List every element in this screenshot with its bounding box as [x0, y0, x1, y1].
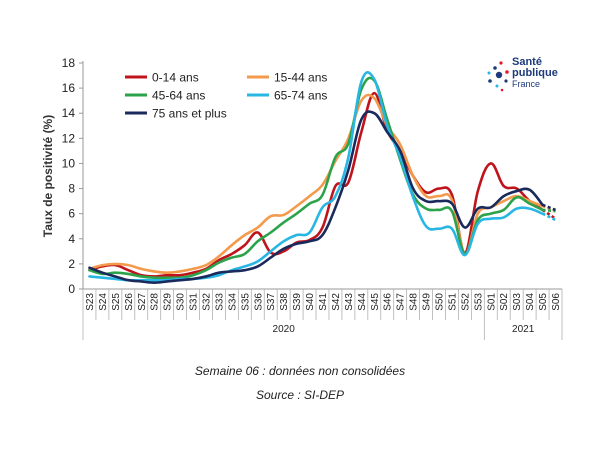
logo-dots-icon — [487, 61, 509, 92]
y-axis-title: Taux de positivité (%) — [41, 115, 55, 237]
series-line-15-44-ans — [88, 93, 544, 274]
legend-label-45-64-ans: 45-64 ans — [152, 89, 205, 103]
x-tick-label: S35 — [240, 293, 251, 311]
x-tick-label: S01 — [486, 293, 497, 311]
y-tick-label: 8 — [68, 182, 75, 196]
x-tick-label: S40 — [305, 293, 316, 311]
y-tick-label: 16 — [62, 81, 76, 95]
x-tick-label: S41 — [318, 293, 329, 311]
chart-legend: 0-14 ans 15-44 ans 45-64 ans 65-74 ans 75 an… — [125, 71, 327, 121]
x-tick-label: S45 — [370, 293, 381, 311]
chart-series — [88, 71, 557, 285]
year-label: 2020 — [273, 324, 296, 335]
x-tick-label: S50 — [435, 293, 446, 311]
x-tick-label: S06 — [551, 293, 562, 311]
chart-labels: 0 2 4 6 8 10 12 14 16 18 Taux de positivité (%) S23… — [41, 56, 562, 335]
y-tick-label: 18 — [62, 56, 76, 70]
x-tick-label: S26 — [124, 293, 135, 311]
x-tick-label: S25 — [111, 293, 122, 311]
x-tick-label: S04 — [525, 293, 536, 311]
x-tick-label: S32 — [201, 293, 212, 311]
y-tick-label: 2 — [68, 257, 75, 271]
sante-publique-france-logo: Santé publique France — [484, 55, 574, 101]
x-tick-label: S27 — [137, 293, 148, 311]
x-tick-label: S47 — [396, 293, 407, 311]
x-tick-label: S53 — [473, 293, 484, 311]
x-tick-label: S39 — [292, 293, 303, 311]
x-tick-label: S23 — [85, 293, 96, 311]
y-tick-label: 6 — [68, 207, 75, 221]
x-tick-label: S33 — [214, 293, 225, 311]
consolidation-note: Semaine 06 : données non consolidées — [194, 364, 406, 378]
y-tick-label: 12 — [62, 131, 76, 145]
x-tick-label: S03 — [512, 293, 523, 311]
x-tick-label: S31 — [189, 293, 200, 311]
logo-line-2: publique — [512, 67, 558, 79]
x-tick-label: S49 — [422, 293, 433, 311]
series-line-dashed-45-64-ans — [542, 208, 556, 213]
y-tick-label: 10 — [62, 156, 76, 170]
logo-line-3: France — [512, 79, 541, 89]
year-label: 2021 — [512, 324, 535, 335]
series-line-65-74-ans — [88, 71, 544, 282]
y-tick-label: 14 — [62, 106, 76, 120]
series-line-0-14-ans — [88, 91, 544, 278]
series-line-75-ans-et-plus — [88, 110, 544, 285]
line-chart: 0 2 4 6 8 10 12 14 16 18 Taux de positivité (%) S23… — [41, 56, 563, 340]
x-tick-label: S30 — [176, 293, 187, 311]
legend-label-0-14-ans: 0-14 ans — [152, 71, 199, 85]
x-tick-label: S44 — [357, 293, 368, 311]
logo-line-1: Santé — [512, 56, 542, 68]
y-tick-label: 0 — [68, 282, 75, 296]
x-tick-label: S48 — [409, 293, 420, 311]
chart-axes — [79, 61, 563, 340]
x-tick-label: S46 — [383, 293, 394, 311]
x-tick-label: S28 — [150, 293, 161, 311]
x-tick-label: S51 — [447, 293, 458, 311]
x-tick-label: S37 — [266, 293, 277, 311]
x-tick-label: S24 — [98, 293, 109, 311]
source-note: Source : SI-DEP — [255, 388, 345, 402]
x-tick-label: S52 — [460, 293, 471, 311]
x-tick-label: S38 — [279, 293, 290, 311]
x-tick-label: S42 — [331, 293, 342, 311]
legend-label-15-44-ans: 15-44 ans — [274, 71, 327, 85]
x-tick-label: S05 — [538, 293, 549, 311]
x-tick-label: S29 — [163, 293, 174, 311]
series-line-dashed-65-74-ans — [542, 212, 557, 222]
x-tick-label: S36 — [253, 293, 264, 311]
series-line-dashed-75-ans-et-plus — [542, 203, 556, 212]
legend-label-75-ans-et-plus: 75 ans et plus — [152, 107, 227, 121]
x-tick-label: S34 — [227, 293, 238, 311]
legend-label-65-74-ans: 65-74 ans — [274, 89, 327, 103]
y-tick-label: 4 — [68, 232, 75, 246]
x-tick-label: S02 — [499, 293, 510, 311]
x-tick-label: S43 — [344, 293, 355, 311]
